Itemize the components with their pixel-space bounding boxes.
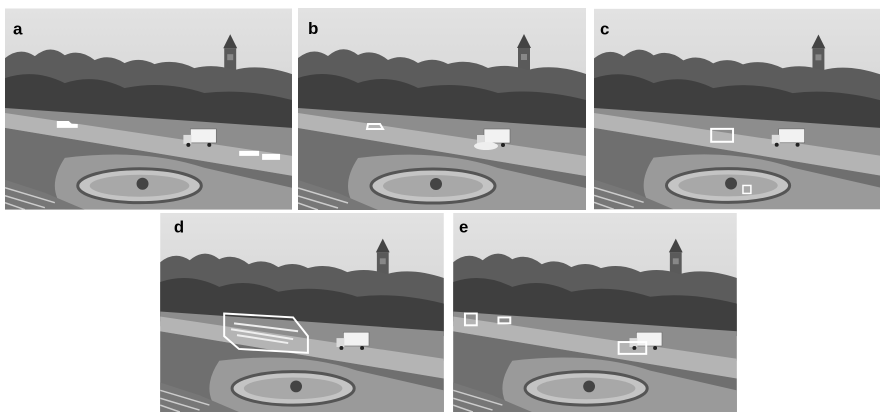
panel-label: d [174, 218, 184, 237]
panel-c: c [594, 8, 880, 210]
panel-e: e [452, 213, 738, 412]
panel-label: e [459, 218, 468, 237]
panel-b: b [298, 8, 586, 210]
panel-a: a [5, 8, 292, 210]
figure: a b c d e [0, 0, 881, 413]
panel-label: b [308, 19, 318, 38]
panel-label: c [600, 20, 609, 39]
car [474, 142, 498, 150]
panel-d: d [158, 213, 446, 412]
panel-label: a [13, 19, 23, 38]
